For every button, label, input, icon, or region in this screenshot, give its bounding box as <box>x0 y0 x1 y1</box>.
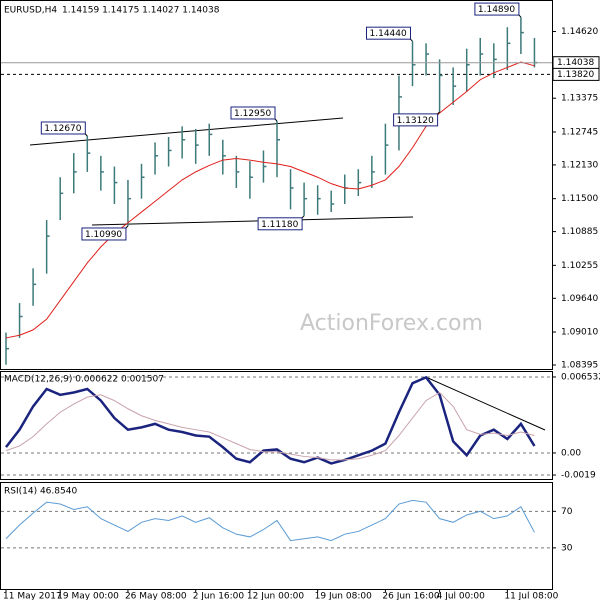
y-tick-label: 1.10885 <box>561 227 598 237</box>
annotation-box <box>393 113 439 127</box>
level-marker <box>552 67 600 81</box>
annotation-box <box>81 227 127 241</box>
price-panel <box>0 0 553 370</box>
annotation-box <box>40 121 86 135</box>
y-tick-label: 1.12745 <box>561 127 598 137</box>
rsi-title: RSI(14) 46.8540 <box>4 487 77 497</box>
x-tick-label: 26 Jun 16:00 <box>382 592 439 600</box>
macd-title: MACD(12,26,9) 0.000622 0.001507 <box>4 375 164 385</box>
annotation-leader <box>84 133 88 137</box>
annotation-leader <box>437 111 440 115</box>
annotation-box <box>230 106 276 120</box>
trendline <box>427 377 546 431</box>
annotation-leader <box>125 225 129 229</box>
series-line <box>5 499 535 542</box>
annotation-label: 1.11180 <box>261 220 298 230</box>
series-line <box>5 375 536 465</box>
y-tick-label: 1.09010 <box>561 328 598 338</box>
annotation-box <box>366 26 411 40</box>
annotation-label: 1.10990 <box>85 230 122 240</box>
trendline <box>91 216 414 226</box>
y-tick-label: 1.13375 <box>561 94 598 104</box>
level-label: 1.13820 <box>557 70 594 80</box>
annotation-leader <box>274 118 278 122</box>
x-tick-label: 11 Jul 08:00 <box>504 592 558 600</box>
x-tick-label: 11 May 2017 <box>3 592 62 600</box>
y-tick-label: -0.0019 <box>561 471 596 481</box>
y-tick-label: 1.08395 <box>561 360 598 370</box>
annotation-label: 1.12670 <box>44 124 81 134</box>
annotation-box <box>257 217 303 231</box>
annotation-label: 1.14440 <box>370 29 407 39</box>
x-tick-label: 26 May 08:00 <box>125 592 187 600</box>
rsi-panel <box>0 482 553 590</box>
y-tick-label: 1.11500 <box>561 194 598 204</box>
annotation-label: 1.12950 <box>234 109 271 119</box>
annotation-leader <box>301 215 305 219</box>
y-tick-label: 0.00 <box>561 448 581 458</box>
annotation-leader <box>410 38 413 42</box>
y-tick-label: 1.10255 <box>561 261 598 271</box>
y-tick-label: 1.09640 <box>561 294 598 304</box>
x-tick-label: 12 Jun 00:00 <box>247 592 304 600</box>
price-marker-label: 1.14038 <box>557 58 594 68</box>
y-tick-label: 1.14620 <box>561 27 598 37</box>
trendline <box>29 117 344 146</box>
x-tick-label: 19 Jun 08:00 <box>315 592 372 600</box>
macd-panel <box>0 371 553 480</box>
annotation-box <box>474 2 520 16</box>
quote: 1.14159 1.14175 1.14027 1.14038 <box>62 6 220 16</box>
watermark: ActionForex.com <box>300 311 483 336</box>
y-tick-label: 1.12130 <box>561 160 598 170</box>
annotation-label: 1.13120 <box>397 116 434 126</box>
x-tick-label: 2 Jun 16:00 <box>193 592 245 600</box>
y-tick-label: 70 <box>561 507 573 517</box>
series-line <box>5 61 535 339</box>
chart-title: EURUSD,H4 <box>4 6 57 16</box>
x-tick-label: 19 May 00:00 <box>57 592 119 600</box>
series-line <box>5 391 535 461</box>
y-tick-label: 0.006532 <box>561 372 600 382</box>
y-tick-label: 30 <box>561 543 573 553</box>
annotation-leader <box>518 14 522 18</box>
x-tick-label: 4 Jul 00:00 <box>437 592 486 600</box>
annotation-label: 1.14890 <box>478 5 515 15</box>
